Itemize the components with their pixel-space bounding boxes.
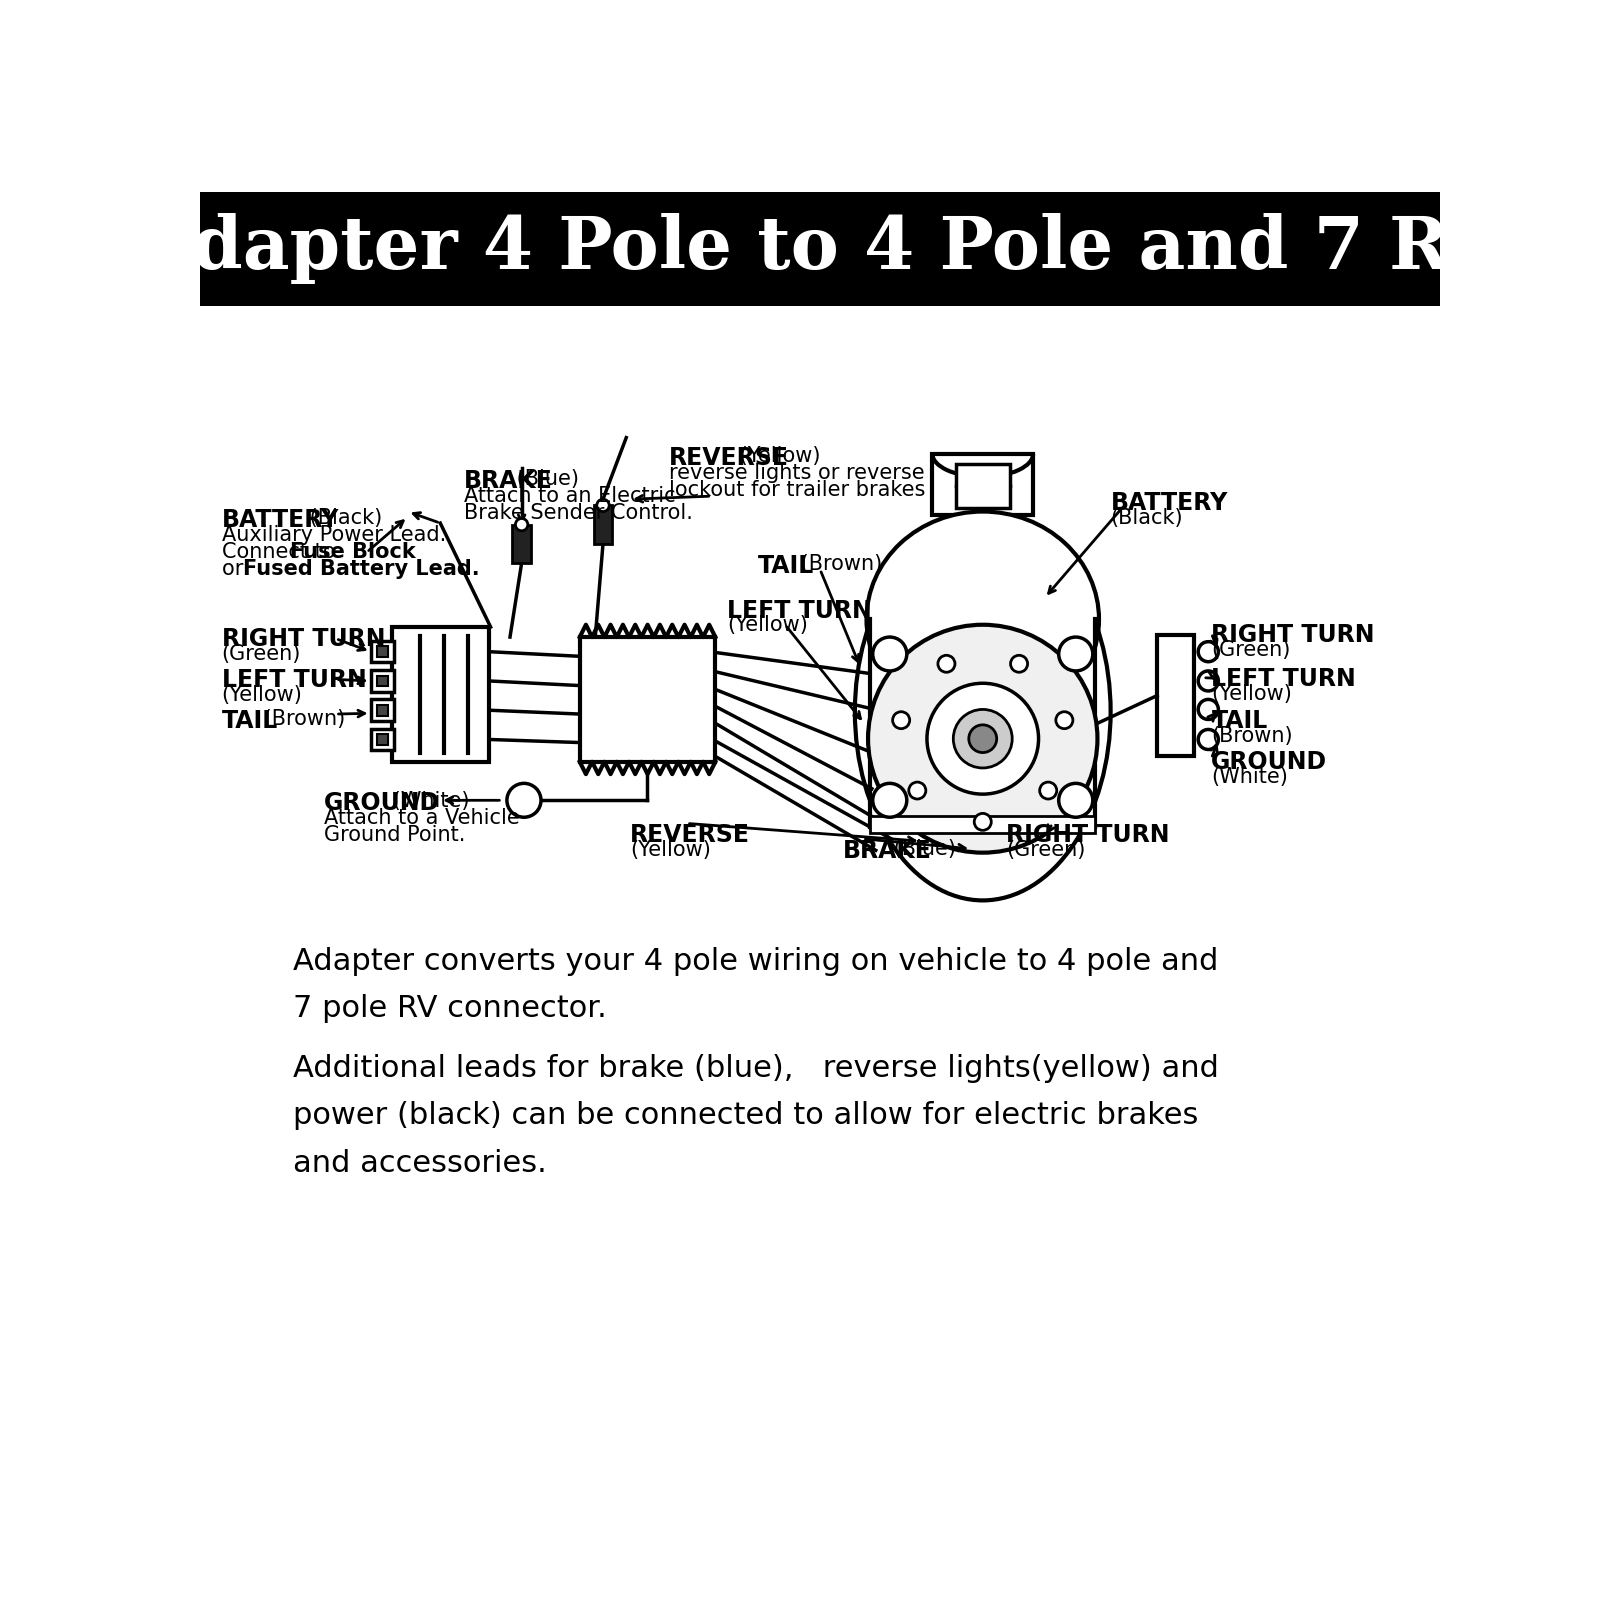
Bar (870, 816, 1094, 832)
Text: (Blue): (Blue) (888, 838, 957, 859)
Text: Brake Sender Control.: Brake Sender Control. (464, 502, 693, 523)
Text: Attach to an Electric: Attach to an Electric (464, 486, 675, 506)
Text: (Green): (Green) (1211, 640, 1291, 661)
Text: Fuse Block: Fuse Block (290, 541, 416, 562)
Text: Adapter converts your 4 pole wiring on vehicle to 4 pole and: Adapter converts your 4 pole wiring on v… (293, 947, 1218, 976)
Text: lockout for trailer brakes: lockout for trailer brakes (669, 480, 925, 499)
Bar (371, 642, 394, 662)
Bar (376, 734, 387, 746)
Text: Additional leads for brake (blue),   reverse lights(yellow) and: Additional leads for brake (blue), rever… (293, 1054, 1219, 1083)
Text: (Brown): (Brown) (258, 709, 346, 730)
Text: (Yellow): (Yellow) (1211, 685, 1293, 704)
Circle shape (974, 813, 992, 830)
Bar (371, 670, 394, 691)
Text: (Green): (Green) (1006, 840, 1085, 861)
Bar (955, 464, 1010, 509)
Circle shape (1011, 656, 1027, 672)
Circle shape (909, 782, 926, 798)
Ellipse shape (854, 523, 1110, 901)
Circle shape (1040, 782, 1056, 798)
Text: 7 pole RV connector.: 7 pole RV connector. (293, 994, 606, 1024)
Text: (Brown): (Brown) (794, 554, 882, 574)
Bar (594, 506, 613, 544)
Circle shape (1198, 699, 1218, 720)
Text: BRAKE: BRAKE (843, 838, 933, 862)
Circle shape (1198, 730, 1218, 749)
Text: (Green): (Green) (222, 643, 301, 664)
Circle shape (954, 709, 1013, 768)
Text: (Brown): (Brown) (1211, 726, 1293, 746)
Circle shape (872, 784, 907, 818)
Bar (579, 637, 715, 762)
Bar (392, 627, 490, 762)
Circle shape (1056, 712, 1074, 728)
Text: Fused Battery Lead.: Fused Battery Lead. (243, 558, 480, 579)
Text: reverse lights or reverse: reverse lights or reverse (669, 462, 925, 483)
Circle shape (1198, 670, 1218, 691)
Text: (Yellow): (Yellow) (733, 446, 821, 466)
Text: TAIL: TAIL (1211, 709, 1267, 733)
Text: Ground Point.: Ground Point. (323, 826, 466, 845)
Bar (376, 646, 387, 658)
Bar (371, 728, 394, 750)
Text: Attach to a Vehicle: Attach to a Vehicle (323, 808, 520, 829)
Text: (Yellow): (Yellow) (222, 685, 302, 704)
Circle shape (597, 499, 610, 512)
Bar (512, 525, 531, 563)
Circle shape (507, 784, 541, 818)
Bar (933, 454, 1034, 515)
Text: (White): (White) (1211, 766, 1288, 787)
Text: (Black): (Black) (1110, 507, 1184, 528)
Circle shape (893, 712, 910, 728)
Bar (870, 619, 1094, 827)
Circle shape (1059, 637, 1093, 670)
Bar (376, 706, 387, 715)
Text: Adapter 4 Pole to 4 Pole and 7 RV: Adapter 4 Pole to 4 Pole and 7 RV (136, 213, 1504, 285)
Circle shape (926, 683, 1038, 794)
Text: REVERSE: REVERSE (630, 824, 750, 848)
Text: BATTERY: BATTERY (222, 507, 339, 531)
Circle shape (872, 637, 907, 670)
Text: (White): (White) (386, 790, 469, 811)
Text: RIGHT TURN: RIGHT TURN (222, 627, 386, 651)
Text: power (black) can be connected to allow for electric brakes: power (black) can be connected to allow … (293, 1101, 1198, 1130)
Text: TAIL: TAIL (758, 554, 814, 578)
Text: BATTERY: BATTERY (1110, 491, 1229, 515)
Text: Auxiliary Power Lead.: Auxiliary Power Lead. (222, 525, 446, 544)
Bar (200, 192, 1440, 306)
Circle shape (869, 624, 1098, 853)
Text: BRAKE: BRAKE (464, 469, 552, 493)
Text: and accessories.: and accessories. (293, 1149, 547, 1178)
Text: TAIL: TAIL (222, 709, 278, 733)
Bar (1157, 635, 1194, 757)
Circle shape (970, 725, 997, 752)
Text: Connect to: Connect to (222, 541, 342, 562)
Text: (Yellow): (Yellow) (630, 840, 710, 861)
Circle shape (1059, 784, 1093, 818)
Text: REVERSE: REVERSE (669, 446, 789, 470)
Text: LEFT TURN: LEFT TURN (222, 667, 366, 691)
Ellipse shape (867, 512, 1099, 726)
Text: GROUND: GROUND (1211, 750, 1328, 774)
Text: RIGHT TURN: RIGHT TURN (1211, 624, 1374, 646)
Circle shape (938, 656, 955, 672)
Bar (376, 675, 387, 686)
Text: RIGHT TURN: RIGHT TURN (1006, 824, 1170, 848)
Text: LEFT TURN: LEFT TURN (726, 598, 872, 622)
Text: (Blue): (Blue) (510, 469, 579, 490)
Bar (371, 699, 394, 722)
Circle shape (515, 518, 528, 531)
Text: (Yellow): (Yellow) (726, 616, 808, 635)
Text: GROUND: GROUND (323, 790, 440, 814)
Circle shape (1198, 642, 1218, 662)
Text: LEFT TURN: LEFT TURN (1211, 667, 1357, 691)
Text: (Black): (Black) (302, 507, 382, 528)
Text: or: or (222, 558, 250, 579)
